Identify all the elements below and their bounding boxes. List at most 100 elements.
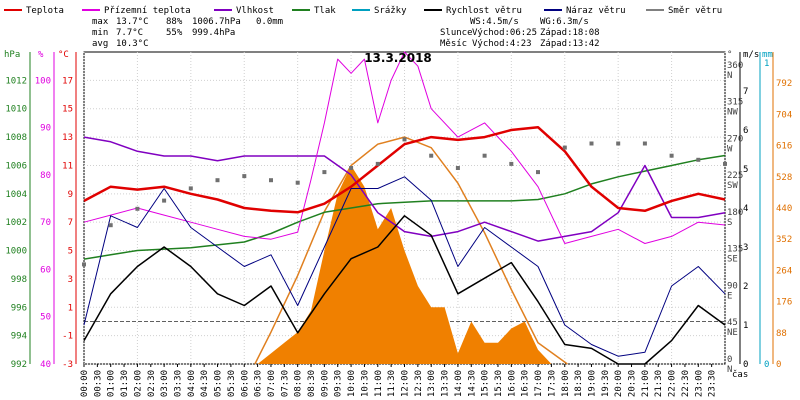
x-tick-label: 17:30 (547, 370, 557, 397)
x-tick-label: 16:00 (507, 370, 517, 397)
x-tick-label: 12:30 (414, 370, 424, 397)
hum-tick-label: 40 (40, 360, 51, 370)
dir-tick-label: 360 (727, 61, 743, 71)
dir-axis-unit: ° (727, 50, 732, 60)
x-tick-label: 14:30 (467, 370, 477, 397)
rain-tick-label: 1 (764, 59, 769, 69)
x-tick-label: 07:00 (267, 370, 277, 397)
solar-layer (254, 136, 568, 365)
dir-compass-label: E (727, 291, 732, 301)
x-tick-label: 07:30 (280, 370, 290, 397)
stats-max-temp: 13.7°C (116, 17, 149, 27)
legend-item-label: Srážky (374, 6, 407, 16)
wind-tick-label: 6 (743, 126, 748, 136)
wind-dir-point (188, 186, 193, 191)
x-tick-label: 05:30 (227, 370, 237, 397)
wind-gust-line (83, 176, 726, 357)
hum-axis-unit: % (38, 50, 44, 60)
temp-tick-label: 13 (62, 133, 73, 143)
wind-tick-label: 3 (743, 243, 748, 253)
wind-dir-point (669, 153, 674, 158)
stats-max-press: 1006.7hPa (192, 17, 241, 27)
x-tick-label: 01:30 (120, 370, 130, 397)
wind-dir-point (215, 178, 220, 183)
legend-item-label: Teplota (26, 6, 64, 16)
temp-tick-label: 3 (68, 275, 73, 285)
wind-dir-point (509, 161, 514, 166)
wind-dir-point (135, 206, 140, 211)
x-tick-label: 17:00 (534, 370, 544, 397)
dir-tick-label: 45 (727, 318, 738, 328)
solar-tick-label: 704 (776, 110, 792, 120)
legend-item-label: Rychlost větru (446, 6, 522, 16)
wind-dir-point (616, 141, 621, 146)
solar-tick-label: 176 (776, 298, 792, 308)
x-tick-label: 23:30 (708, 370, 718, 397)
solar-tick-label: 792 (776, 79, 792, 89)
solar-tick-label: 528 (776, 173, 792, 183)
legend-item-label: Tlak (314, 6, 336, 16)
x-tick-label: 09:30 (334, 370, 344, 397)
press-tick-label: 1000 (5, 247, 27, 257)
chart-title: 13.3.2018 (364, 51, 432, 65)
stats-max-hum: 88% (166, 17, 183, 27)
temp-tick-label: 17 (62, 76, 73, 86)
x-axis-label: čas (732, 369, 748, 380)
hum-tick-label: 50 (40, 313, 51, 323)
wind-dir-point (455, 166, 460, 170)
temp-tick-label: -1 (62, 332, 73, 342)
hum-tick-label: 60 (40, 265, 51, 275)
dir-tick-label: 225 (727, 171, 743, 181)
x-tick-label: 19:30 (601, 370, 611, 397)
wind-tick-label: 1 (743, 321, 748, 331)
ground-temp-line (83, 51, 726, 244)
wind-dir-point (82, 262, 86, 267)
x-tick-label: 13:30 (441, 370, 451, 397)
wind-dir-point (562, 145, 567, 150)
x-tick-label: 10:00 (347, 370, 357, 397)
wind-tick-label: 2 (743, 282, 748, 292)
wind-tick-label: 0 (743, 360, 748, 370)
solar-tick-label: 0 (776, 360, 781, 370)
stats-min-label: min (92, 28, 108, 38)
x-tick-label: 13:00 (427, 370, 437, 397)
x-tick-label: 16:30 (521, 370, 531, 397)
x-tick-label: 08:30 (307, 370, 317, 397)
hum-tick-label: 70 (40, 218, 51, 228)
x-tick-label: 18:00 (561, 370, 571, 397)
temp-tick-label: 7 (68, 218, 73, 228)
x-tick-label: 10:30 (360, 370, 370, 397)
info-moon-label: Měsíc (440, 39, 467, 49)
dir-tick-label: 0 (727, 355, 732, 365)
solar-theoretical-line (254, 136, 568, 365)
x-tick-label: 22:00 (668, 370, 678, 397)
x-tick-label: 19:00 (587, 370, 597, 397)
stats-min-temp: 7.7°C (116, 28, 143, 38)
solar-tick-label: 88 (776, 329, 787, 339)
dir-compass-label: NE (727, 328, 738, 338)
dir-tick-label: 135 (727, 245, 743, 255)
dir-compass-label: N (727, 365, 732, 375)
x-tick-label: 00:00 (80, 370, 90, 397)
x-tick-label: 01:00 (107, 370, 117, 397)
wind-dir-point (242, 174, 247, 179)
dir-tick-label: 315 (727, 98, 743, 108)
pressure-line (83, 154, 726, 260)
solar-tick-label: 352 (776, 235, 792, 245)
info-sunset: Západ:18:08 (540, 28, 600, 38)
wind-axis-unit: m/s (743, 50, 759, 60)
info-wg: WG:6.3m/s (540, 17, 589, 27)
info-moonrise: Východ:4:23 (472, 39, 532, 49)
temp-tick-label: -3 (62, 360, 73, 370)
x-tick-label: 06:00 (240, 370, 250, 397)
info-moonset: Západ:13:42 (540, 39, 600, 49)
temp-tick-label: 9 (68, 190, 73, 200)
wind-dir-point (108, 223, 113, 228)
legend-item-label: Přízemní teplota (104, 6, 191, 16)
stats-max-label: max (92, 17, 109, 27)
wind-dir-point (482, 153, 487, 158)
x-tick-label: 20:00 (614, 370, 624, 397)
x-tick-label: 11:30 (387, 370, 397, 397)
press-axis-unit: hPa (4, 50, 20, 60)
